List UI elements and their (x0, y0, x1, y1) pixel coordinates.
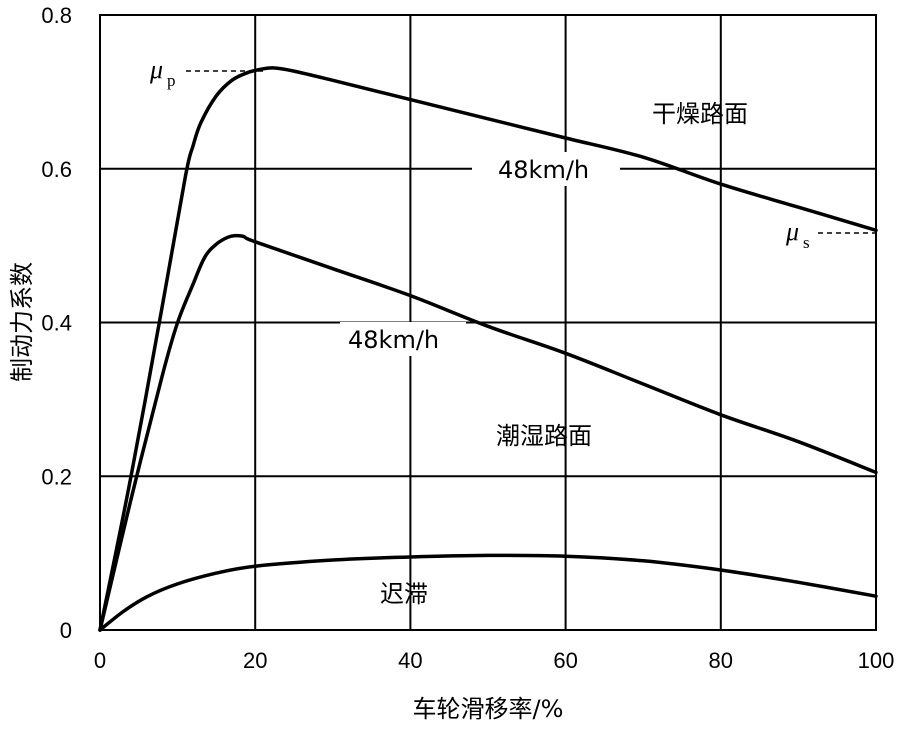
grid-lines (100, 15, 876, 630)
y-tick-label-2: 0.4 (41, 311, 72, 336)
mu-s-subscript: s (803, 233, 810, 252)
x-tick-label-2: 40 (398, 648, 422, 673)
annotation-dry-surface: 干燥路面 (652, 100, 748, 128)
series-lines (98, 66, 878, 632)
dry-speed-label-bg (472, 152, 620, 186)
x-tick-label-3: 60 (553, 648, 577, 673)
x-tick-label-0: 0 (94, 648, 106, 673)
annotation-hysteresis: 迟滞 (380, 580, 428, 608)
mu-s-symbol: μ (785, 217, 799, 246)
annotation-wet-surface: 潮湿路面 (496, 422, 592, 450)
tick-labels: 0 20 40 60 80 100 0 0.2 0.4 0.6 0.8 (41, 3, 894, 673)
series-line-hysteresis (98, 553, 878, 632)
plot-area-frame (99, 14, 877, 631)
y-tick-label-3: 0.6 (41, 157, 72, 182)
x-tick-label-5: 100 (858, 648, 895, 673)
annotation-wet-speed: 48km/h (348, 326, 439, 354)
y-axis-label: 制动力系数 (8, 262, 36, 382)
series-line-wet (98, 233, 878, 632)
x-axis-label: 车轮滑移率/% (413, 695, 564, 723)
y-tick-label-1: 0.2 (41, 464, 72, 489)
annotation-dry-speed: 48km/h (498, 156, 589, 184)
x-tick-label-1: 20 (243, 648, 267, 673)
series-line-dry (98, 66, 878, 632)
y-tick-label-0: 0 (60, 618, 72, 643)
mu-p-subscript: p (167, 71, 176, 90)
wet-speed-label-bg (340, 322, 466, 356)
y-tick-label-4: 0.8 (41, 3, 72, 28)
mu-p-symbol: μ (149, 55, 163, 84)
x-tick-label-4: 80 (709, 648, 733, 673)
